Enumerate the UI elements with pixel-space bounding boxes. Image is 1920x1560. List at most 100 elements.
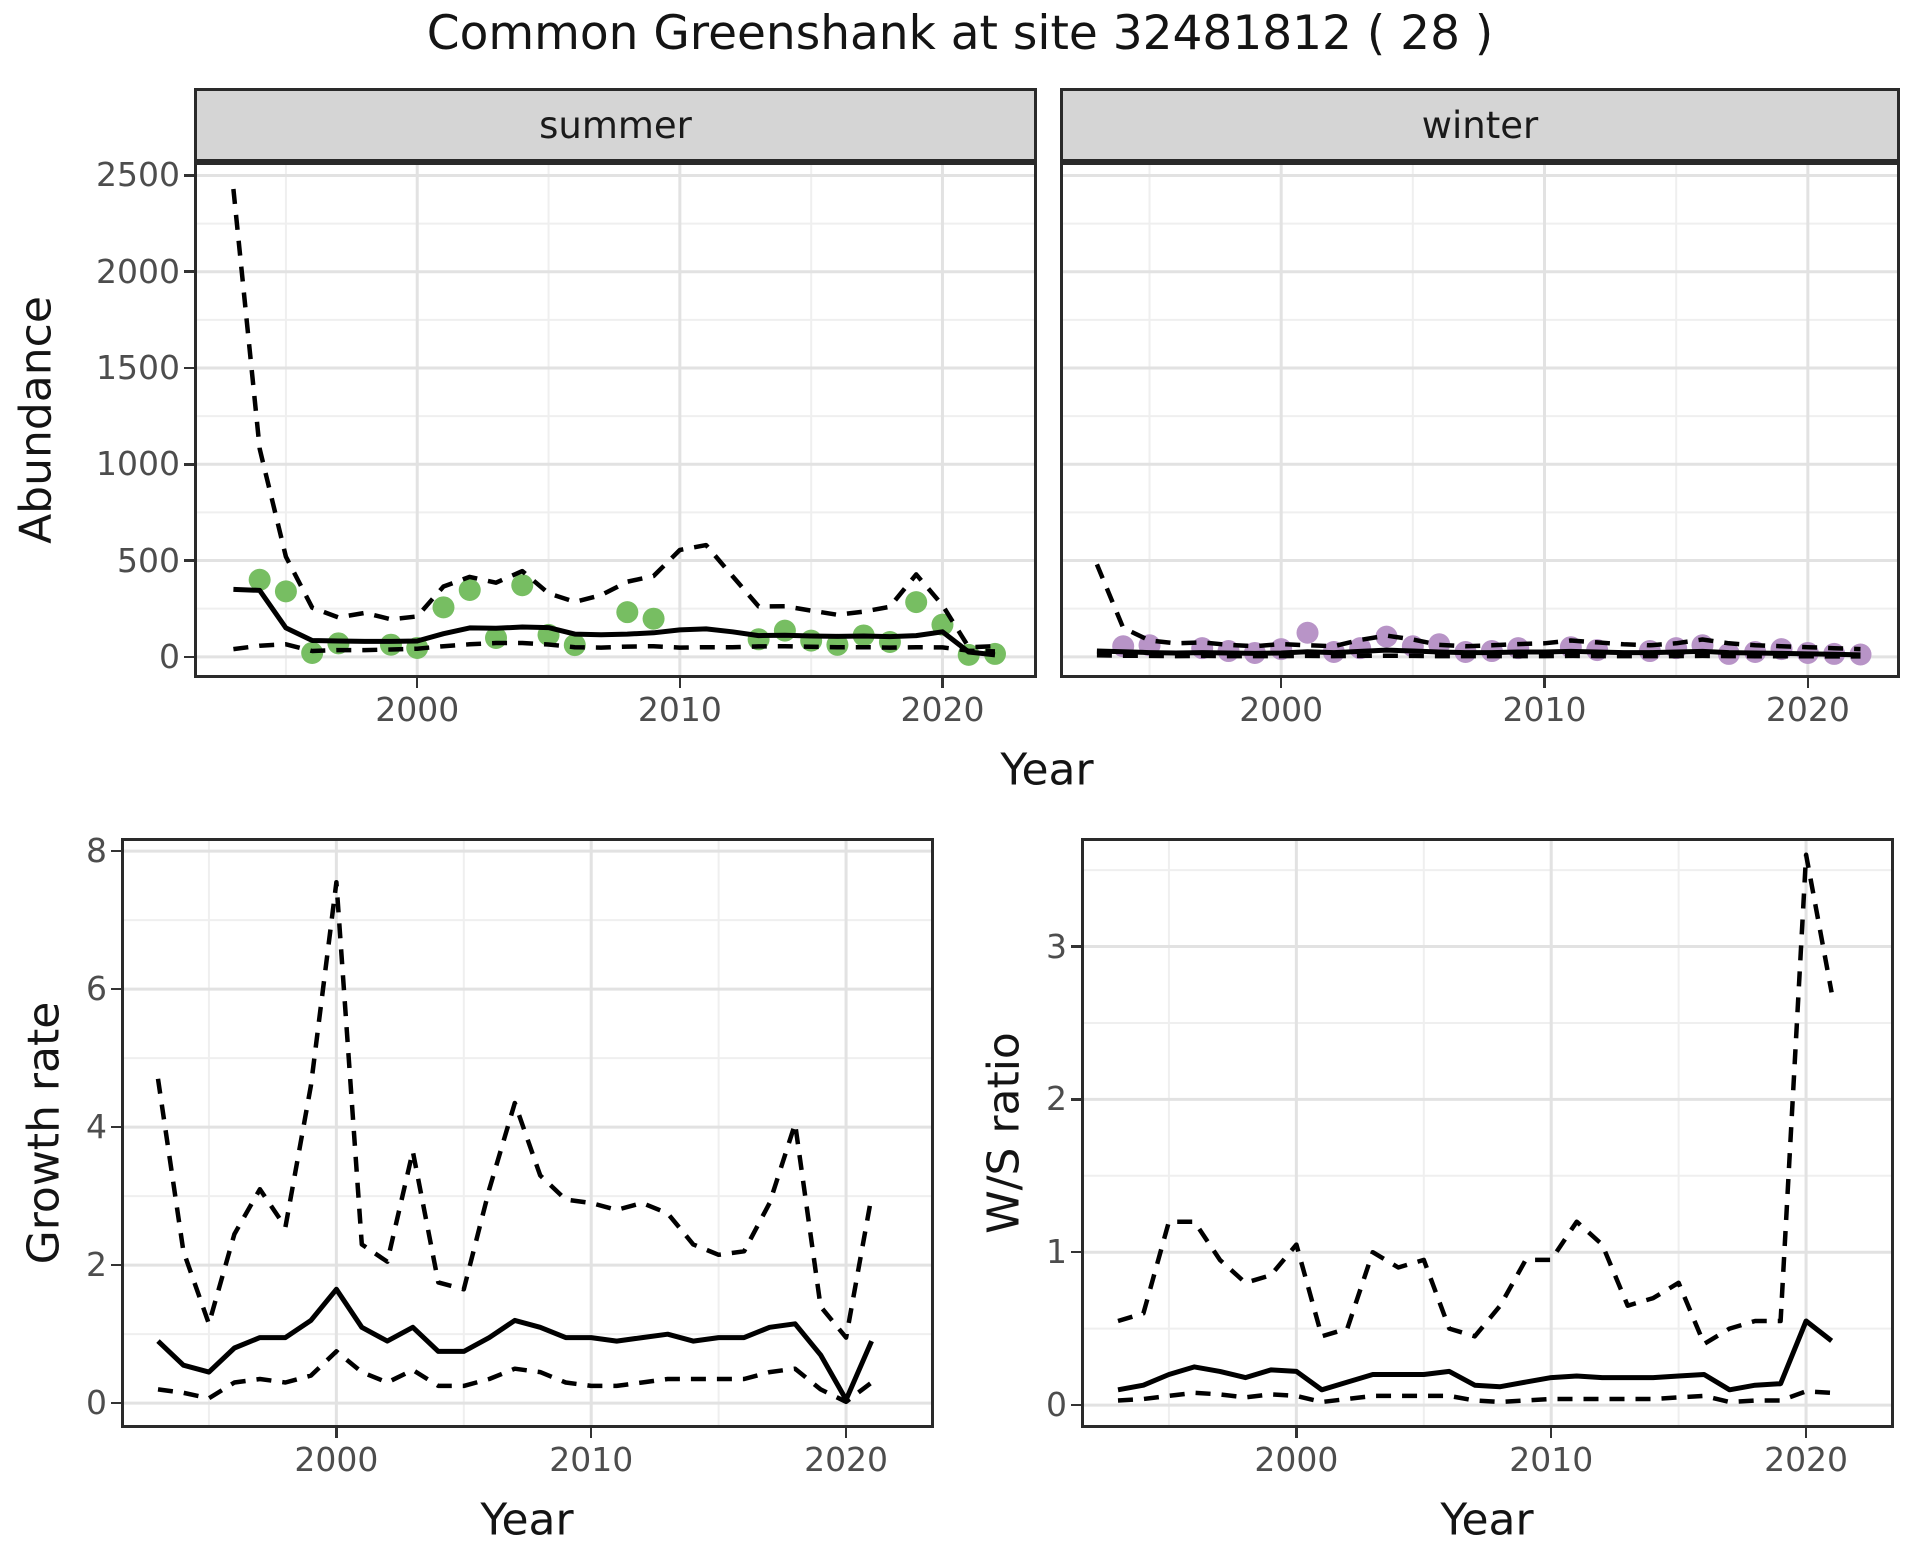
- series-median-fit-line: [156, 1286, 874, 1403]
- x-tick-label: 2010: [549, 1440, 634, 1479]
- growth-rate-year-axis-title: Year: [480, 1494, 574, 1546]
- y-tick-label: 0: [1046, 1385, 1067, 1425]
- y-tick-label: 2500: [96, 155, 180, 195]
- y-tick-mark: [184, 174, 194, 177]
- y-tick-mark: [1071, 1403, 1081, 1407]
- x-tick-mark: [678, 678, 682, 688]
- x-tick-mark: [1804, 1428, 1808, 1438]
- x-tick-label: 2000: [375, 690, 460, 729]
- series-lower-95ci-line: [1117, 1389, 1832, 1405]
- series-median-fit-line: [1117, 1318, 1834, 1393]
- series-upper-95ci-line: [1094, 563, 1861, 652]
- y-tick-label: 8: [86, 831, 107, 871]
- y-tick-label: 0: [159, 636, 180, 676]
- series-median-fit-line: [233, 586, 996, 658]
- observation-point: [379, 633, 402, 656]
- observation-point: [432, 596, 455, 619]
- x-tick-label: 2010: [1502, 690, 1587, 729]
- x-tick-label: 2000: [1239, 690, 1324, 729]
- panel-border: [1081, 838, 1894, 1428]
- x-tick-mark: [941, 678, 944, 688]
- winter-abundance-panel: [1060, 162, 1900, 678]
- y-tick-mark: [1071, 1250, 1081, 1254]
- observation-point: [905, 591, 928, 614]
- y-tick-label: 1500: [96, 348, 180, 387]
- x-tick-mark: [1279, 678, 1283, 688]
- top-year-axis-title: Year: [1000, 744, 1094, 796]
- y-tick-label: 2: [1046, 1079, 1067, 1119]
- y-tick-label: 6: [86, 969, 107, 1009]
- series-upper-95ci-line: [231, 188, 996, 650]
- y-tick-mark: [184, 655, 194, 659]
- observation-point: [1375, 625, 1398, 648]
- series-median-fit-line: [1096, 647, 1861, 658]
- y-tick-label: 2: [86, 1245, 107, 1285]
- y-tick-mark: [111, 987, 121, 991]
- abundance-summer-plot-area: [194, 162, 1037, 678]
- series-lower-95ci-line: [1096, 653, 1861, 659]
- y-tick-label: 1: [1046, 1232, 1067, 1272]
- x-tick-mark: [1806, 678, 1810, 688]
- observation-point: [274, 580, 297, 603]
- x-tick-mark: [1543, 678, 1546, 688]
- y-tick-mark: [111, 1263, 121, 1267]
- y-tick-mark: [184, 366, 194, 370]
- y-tick-mark: [111, 1401, 121, 1405]
- x-tick-label: 2020: [804, 1440, 889, 1479]
- x-tick-mark: [589, 1428, 593, 1438]
- facet-strip-summer-label: summer: [539, 103, 692, 147]
- y-tick-label: 4: [86, 1107, 107, 1147]
- series-upper-95ci-line: [155, 879, 874, 1340]
- observation-point: [642, 607, 665, 630]
- facet-strip-winter: winter: [1060, 88, 1900, 162]
- summer-abundance-panel: [194, 162, 1037, 678]
- ws-ratio-axis-title: W/S ratio: [978, 1032, 1030, 1234]
- y-tick-mark: [184, 270, 194, 273]
- y-tick-label: 2000: [96, 251, 180, 291]
- y-tick-mark: [184, 559, 194, 562]
- figure-title: Common Greenshank at site 32481812 ( 28 …: [426, 6, 1494, 61]
- abundance-axis-title: Abundance: [10, 296, 62, 544]
- y-tick-mark: [111, 849, 121, 853]
- x-tick-label: 2010: [637, 690, 722, 729]
- y-tick-label: 3: [1046, 926, 1067, 966]
- x-tick-label: 2000: [294, 1440, 379, 1479]
- panel-border: [194, 162, 1037, 678]
- abundance-winter-plot-area: [1060, 162, 1900, 678]
- y-tick-mark: [111, 1125, 121, 1129]
- observation-point: [1296, 621, 1319, 644]
- x-tick-label: 2020: [1765, 690, 1850, 729]
- observation-point: [616, 601, 639, 624]
- series-lower-95ci-line: [233, 640, 996, 654]
- y-tick-label: 0: [86, 1383, 107, 1423]
- growth-rate-panel: [121, 838, 934, 1428]
- observation-point: [511, 574, 534, 597]
- x-tick-mark: [844, 1428, 848, 1438]
- observation-point: [248, 568, 271, 591]
- x-tick-label: 2020: [900, 690, 985, 729]
- x-tick-mark: [1295, 1428, 1298, 1438]
- facet-strip-winter-label: winter: [1421, 103, 1539, 147]
- x-tick-mark: [415, 678, 419, 688]
- x-tick-label: 2020: [1764, 1440, 1849, 1479]
- ws-ratio-panel: [1081, 838, 1894, 1428]
- y-tick-mark: [1071, 1098, 1081, 1101]
- panel-border: [121, 838, 934, 1428]
- ws-ratio-year-axis-title: Year: [1440, 1494, 1534, 1546]
- series-upper-95ci-line: [1117, 852, 1834, 1347]
- panel-border: [1060, 162, 1900, 678]
- observation-point: [773, 619, 796, 642]
- ws-ratio-plot-area: [1081, 838, 1894, 1428]
- y-tick-mark: [184, 463, 194, 466]
- series-lower-95ci-line: [157, 1349, 873, 1405]
- x-tick-label: 2010: [1509, 1440, 1594, 1479]
- x-tick-label: 2000: [1254, 1440, 1339, 1479]
- x-tick-mark: [1549, 1428, 1553, 1438]
- observation-point: [458, 579, 481, 602]
- y-tick-label: 1000: [96, 444, 180, 484]
- y-tick-label: 500: [117, 540, 180, 580]
- y-tick-mark: [1071, 945, 1081, 948]
- x-tick-mark: [335, 1428, 338, 1438]
- growth-rate-plot-area: [121, 838, 934, 1428]
